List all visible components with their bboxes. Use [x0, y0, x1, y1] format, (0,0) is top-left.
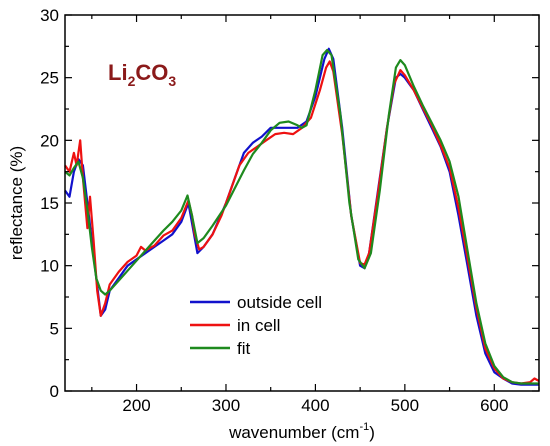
- y-tick-label-0: 0: [50, 382, 59, 401]
- y-axis-label: reflectance (%): [7, 146, 26, 260]
- x-tick-label-200: 200: [122, 396, 150, 415]
- compound-co: CO: [135, 60, 168, 85]
- x-axis-label-base: wavenumber (cm: [228, 423, 359, 442]
- compound-sub-3: 3: [168, 73, 176, 89]
- x-tick-label-300: 300: [212, 396, 240, 415]
- series-layer: [64, 47, 540, 386]
- y-tick-label-20: 20: [40, 131, 59, 150]
- y-tick-label-25: 25: [40, 69, 59, 88]
- x-axis-label-superscript: -1: [359, 421, 369, 433]
- compound-label: Li2CO3: [108, 60, 176, 89]
- x-tick-label-400: 400: [301, 396, 329, 415]
- x-axis-label: wavenumber (cm-1): [228, 421, 375, 442]
- y-tick-label-10: 10: [40, 257, 59, 276]
- y-tick-label-15: 15: [40, 194, 59, 213]
- compound-li: Li: [108, 60, 128, 85]
- x-axis-label-suffix: ): [369, 423, 375, 442]
- legend-label-fit: fit: [237, 339, 251, 358]
- compound-sub-2: 2: [128, 73, 136, 89]
- series-line-fit: [64, 49, 539, 385]
- ticks-layer: [65, 14, 540, 392]
- legend: outside cell in cell fit: [190, 293, 322, 358]
- x-tick-label-500: 500: [391, 396, 419, 415]
- series-line-outside-cell: [64, 47, 539, 386]
- tick-labels-layer: 200 300 400 500 600 0 5 10 15 20 25 30: [40, 6, 508, 415]
- legend-label-in-cell: in cell: [237, 316, 280, 335]
- series-line-in-cell: [64, 60, 540, 385]
- x-tick-label-600: 600: [480, 396, 508, 415]
- y-tick-label-30: 30: [40, 6, 59, 25]
- legend-label-outside-cell: outside cell: [237, 293, 322, 312]
- y-tick-label-5: 5: [50, 319, 59, 338]
